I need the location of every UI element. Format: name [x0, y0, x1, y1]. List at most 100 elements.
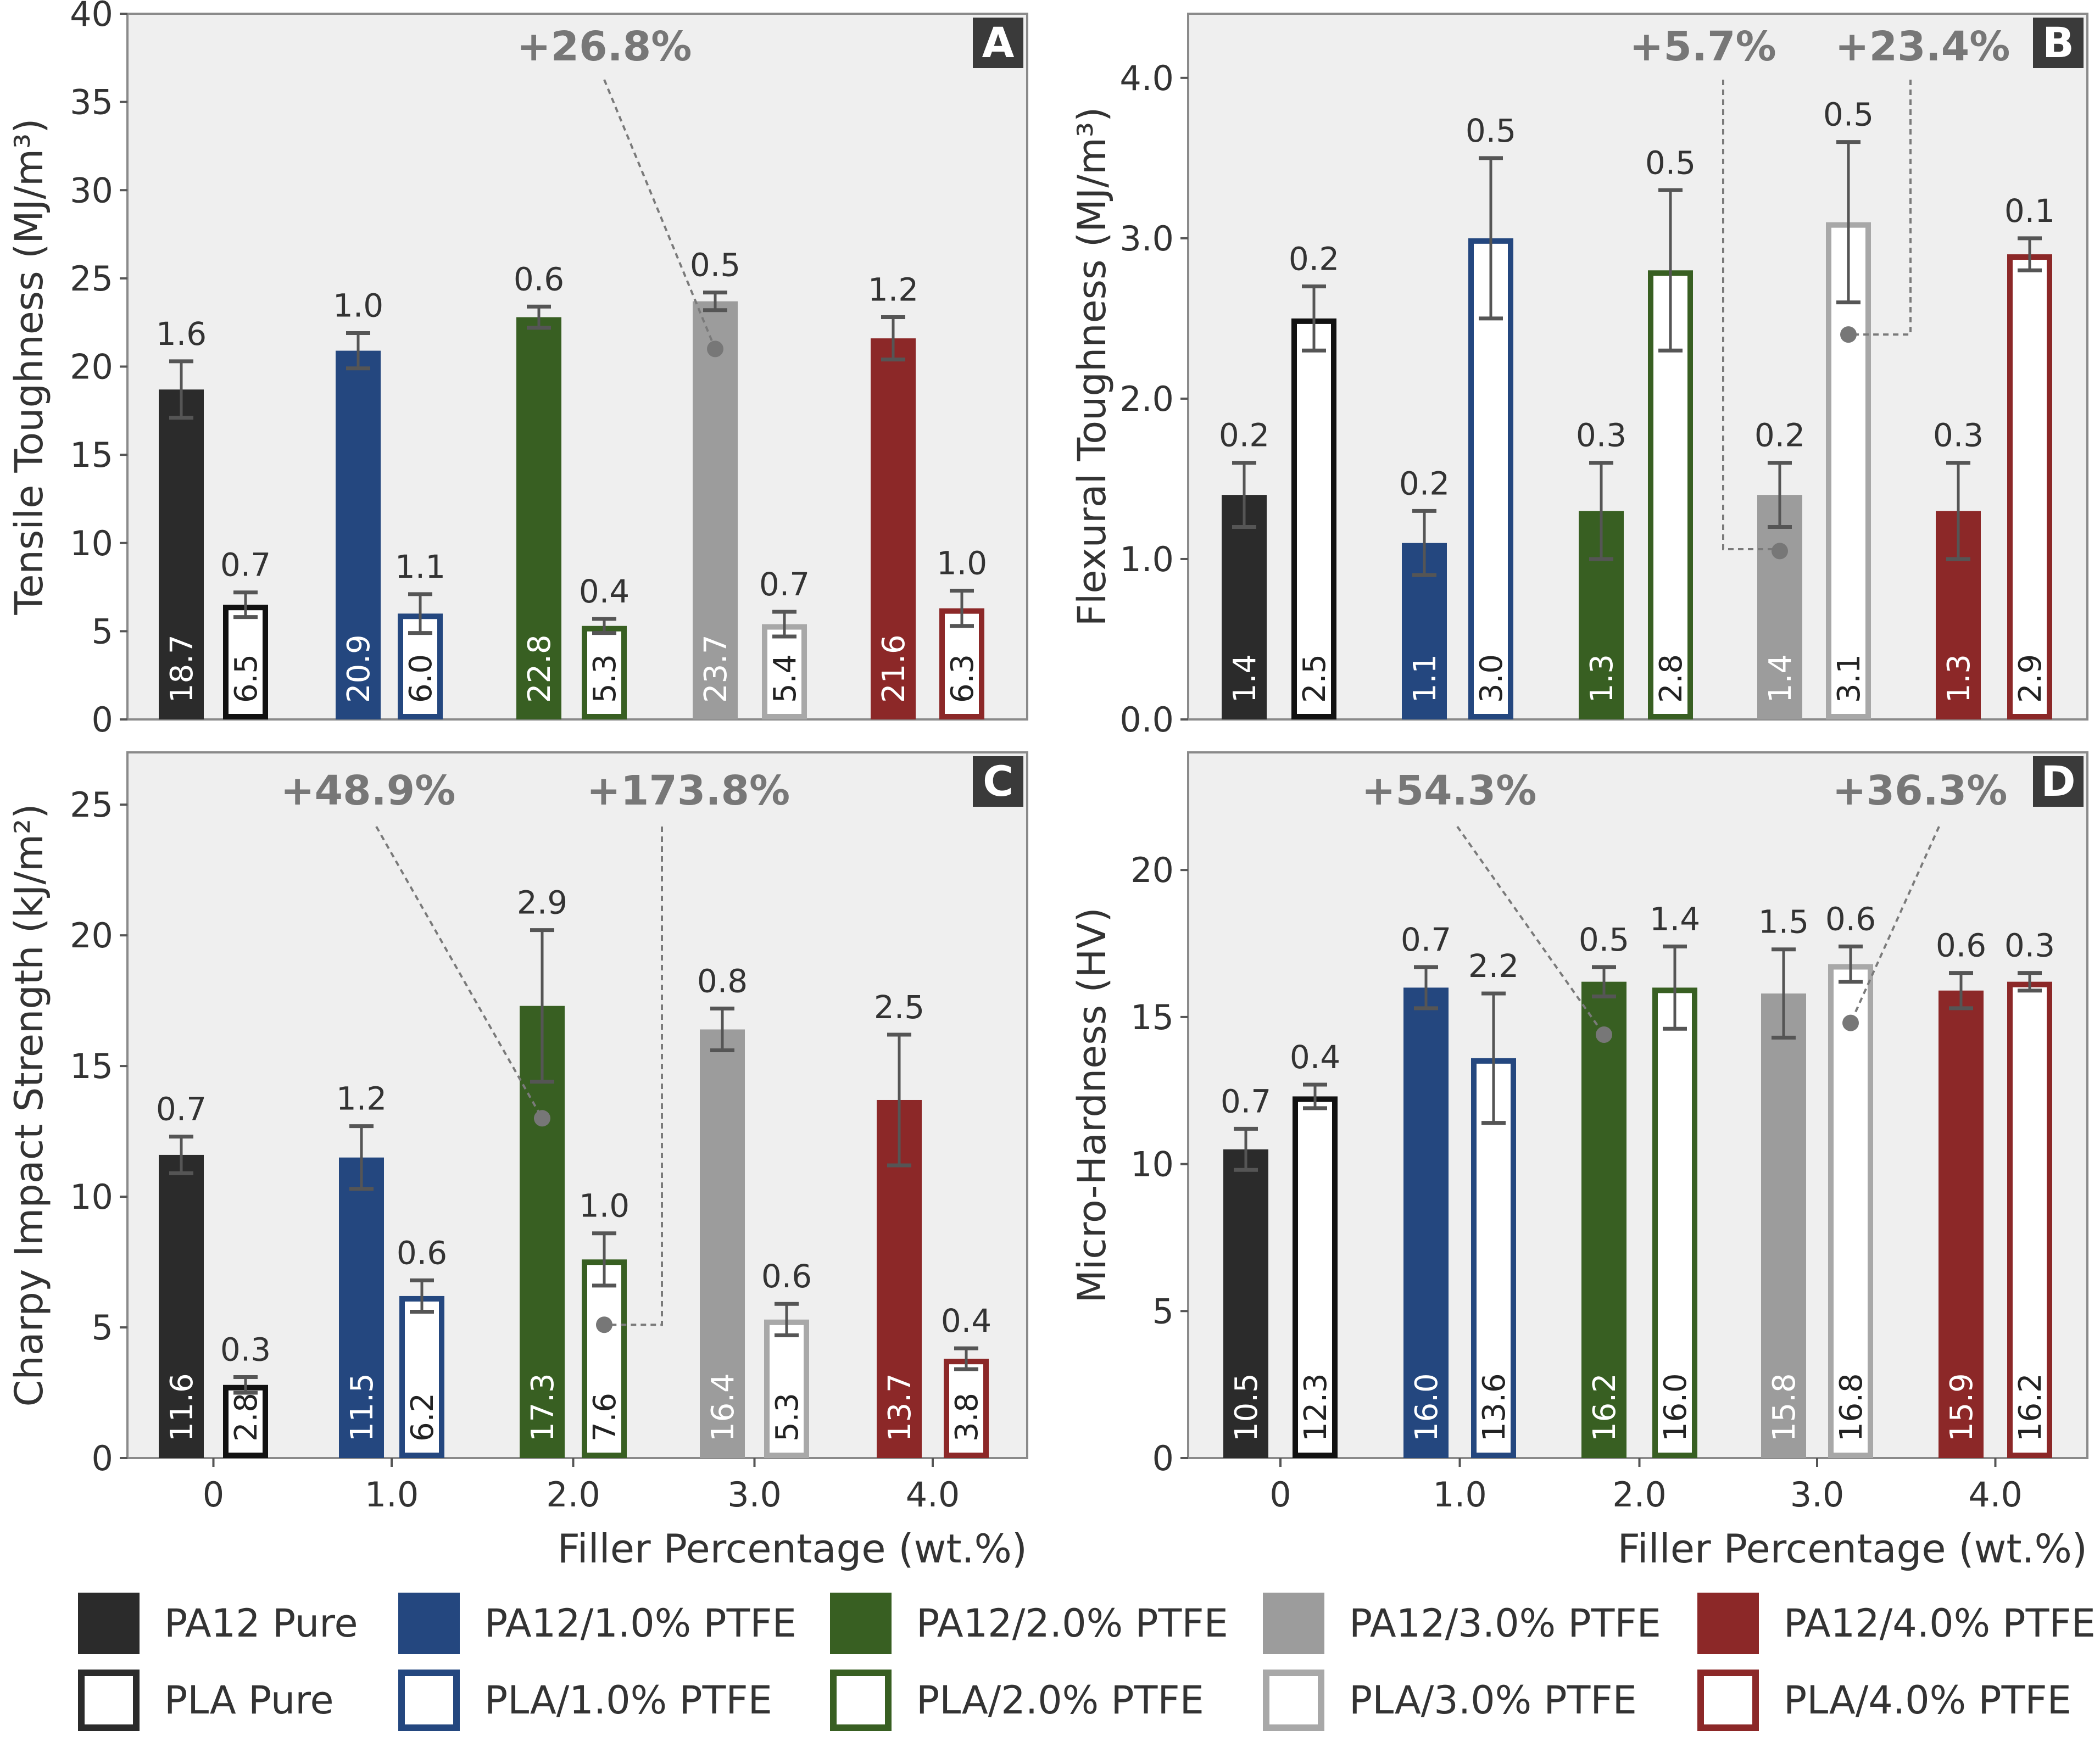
panel-b-ytick-label: 2.0 [1119, 379, 1174, 419]
panel-d-bar-pa12-0 [1223, 1149, 1268, 1458]
panel-b-bar-pla-4.0 [2007, 254, 2052, 719]
panel-c-xtick-label: 1.0 [365, 1475, 419, 1515]
panel-c-ytick-label: 10 [70, 1177, 113, 1217]
panel-a-error-label: 0.5 [690, 247, 740, 284]
panel-a-value-label: 23.7 [698, 634, 734, 703]
panel-a-value-label: 21.6 [876, 634, 912, 703]
panel-d-y-axis-label: Micro-Hardness (HV) [1070, 907, 1115, 1303]
panel-d-annotation-marker [1842, 1014, 1859, 1031]
legend-swatch-5 [1697, 1593, 1759, 1654]
panel-d-badge [2033, 756, 2084, 807]
panel-c-xtick-label: 4.0 [906, 1475, 960, 1515]
panel-b-badge [2033, 18, 2084, 68]
panel-c-error-label: 2.5 [874, 989, 924, 1026]
panel-c-error-label: 0.8 [697, 962, 748, 1000]
panel-a-y-axis-label: Tensile Toughness (MJ/m³) [7, 119, 52, 616]
panel-a-value-label: 6.5 [229, 654, 264, 703]
panel-c-error-label: 0.6 [761, 1258, 812, 1295]
panel-c-annotation-marker [596, 1316, 612, 1333]
panel-c-ytick-label: 20 [70, 915, 113, 956]
panel-a-value-label: 6.3 [945, 654, 981, 703]
panel-c-value-label: 7.6 [587, 1393, 623, 1442]
panel-d-value-label: 16.8 [1834, 1373, 1869, 1442]
panel-b-y-axis-label: Flexural Toughness (MJ/m³) [1070, 107, 1115, 627]
legend-label-7: PLA/1.0% PTFE [484, 1678, 772, 1723]
panel-c-xtick-label: 0 [203, 1475, 224, 1515]
panel-a-ytick-label: 30 [70, 170, 113, 210]
panel-d-x-axis-label: Filler Percentage (wt.%) [1618, 1526, 2088, 1572]
panel-b-ytick-label: 0.0 [1119, 700, 1174, 740]
panel-b-error-label: 0.1 [2004, 192, 2055, 230]
panel-c-annotation-leader [375, 826, 543, 1119]
panel-b-value-label: 1.4 [1227, 654, 1263, 703]
panel-b-badge-label: B [2042, 18, 2074, 67]
panel-c-value-label: 5.3 [770, 1393, 805, 1442]
panel-b-bar-pa12-3.0 [1757, 495, 1802, 719]
panel-c-value-label: 17.3 [525, 1373, 561, 1442]
legend-swatch-8 [830, 1670, 892, 1731]
legend-label-6: PLA Pure [164, 1678, 334, 1723]
panel-c-bar-pa12-3.0 [700, 1029, 745, 1458]
panel-a-error-label: 0.7 [220, 546, 271, 584]
panel-b-error-label: 0.2 [1754, 417, 1805, 454]
panel-d-ytick-label: 20 [1130, 850, 1174, 890]
panel-c-value-label: 2.8 [229, 1393, 264, 1442]
panel-b-value-label: 2.5 [1297, 654, 1333, 703]
panel-b-annotation-marker [1840, 326, 1857, 343]
legend-swatch-3 [830, 1593, 892, 1654]
legend-label-3: PA12/2.0% PTFE [916, 1601, 1228, 1646]
legend-label-5: PA12/4.0% PTFE [1784, 1601, 2096, 1646]
panel-a-bar-pa12-2.0 [516, 317, 561, 719]
panel-a-error-label: 1.0 [937, 544, 987, 582]
panel-d-plot-area [1187, 751, 2088, 1459]
panel-c-bar-pla-3.0 [764, 1319, 809, 1459]
panel-d-bar-pa12-4.0 [1939, 990, 1984, 1458]
panel-c-value-label: 11.5 [344, 1373, 380, 1442]
panel-d-bar-pla-1.0 [1471, 1058, 1516, 1459]
panel-b-ytick-label: 1.0 [1119, 539, 1174, 579]
panel-d-annotation-leader [1850, 826, 1940, 1024]
legend-swatch-7 [398, 1670, 460, 1731]
panel-a-value-label: 20.9 [341, 634, 377, 703]
panel-d-bar-pa12-2.0 [1581, 981, 1626, 1458]
panel-b-annotation-marker [1772, 543, 1788, 560]
panel-d-error-label: 0.6 [1936, 927, 1986, 964]
panel-b-value-label: 2.9 [2013, 654, 2048, 703]
panel-d-value-label: 15.8 [1767, 1373, 1802, 1442]
panel-a-error-label: 1.6 [156, 315, 207, 353]
panel-b-error-label: 0.3 [1576, 417, 1626, 454]
panel-a-ytick-label: 35 [70, 82, 113, 122]
panel-a-annotation-leader [603, 79, 716, 350]
legend-label-8: PLA/2.0% PTFE [916, 1678, 1204, 1723]
panel-d-value-label: 13.6 [1477, 1373, 1512, 1442]
panel-c-ytick-label: 25 [70, 785, 113, 825]
panel-d-bar-pa12-3.0 [1761, 993, 1806, 1458]
panel-a-value-label: 5.3 [587, 654, 623, 703]
panel-a-value-label: 18.7 [164, 634, 200, 703]
panel-d-xtick-label: 4.0 [1968, 1475, 2023, 1515]
legend-label-9: PLA/3.0% PTFE [1349, 1678, 1637, 1723]
panel-c-value-label: 13.7 [882, 1373, 918, 1442]
panel-d-ytick-label: 0 [1152, 1438, 1174, 1478]
panel-d-ytick-label: 5 [1152, 1291, 1174, 1331]
panel-c-value-label: 11.6 [164, 1373, 200, 1442]
panel-c-annotation-marker [534, 1110, 550, 1127]
panel-a-ytick-label: 10 [70, 523, 113, 563]
panel-b-error-label: 0.2 [1289, 240, 1339, 277]
panel-c-badge-label: C [983, 757, 1013, 806]
panel-a-bar-pa12-3.0 [693, 301, 738, 719]
panel-a-annotation: +26.8% [517, 23, 692, 70]
panel-d-badge-label: D [2041, 757, 2075, 806]
panel-c-bar-pa12-0 [159, 1154, 204, 1458]
panel-a-value-label: 22.8 [522, 634, 558, 703]
panel-d-ytick-label: 15 [1130, 997, 1174, 1037]
panel-c-error-label: 0.7 [156, 1091, 207, 1128]
legend-swatch-10 [1697, 1670, 1759, 1731]
panel-b-annotation: +5.7% [1629, 23, 1776, 70]
panel-a-bar-pa12-0 [159, 389, 204, 719]
panel-d-value-label: 16.0 [1409, 1373, 1445, 1442]
panel-b-value-label: 1.3 [1941, 654, 1977, 703]
panel-d-value-label: 15.9 [1944, 1373, 1980, 1442]
panel-b-error-label: 0.5 [1823, 96, 1874, 133]
panel-d-error-label: 0.4 [1290, 1039, 1340, 1076]
